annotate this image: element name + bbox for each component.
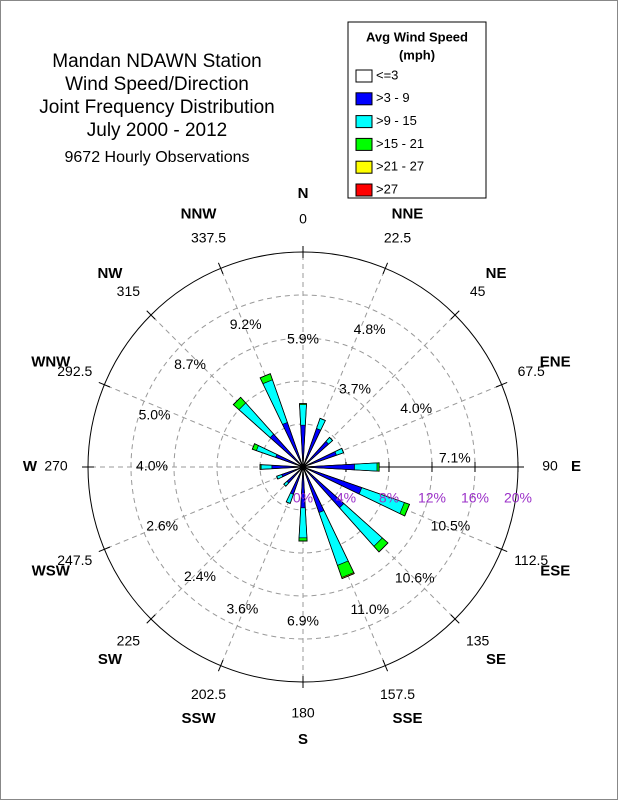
- frequency-label: 2.6%: [146, 517, 178, 533]
- legend-swatch: [355, 183, 373, 197]
- bar-segment: [298, 537, 308, 542]
- direction-label: WSW: [32, 562, 71, 579]
- r-tick-label: 12%: [418, 490, 446, 506]
- frequency-label: 4.8%: [354, 321, 386, 337]
- angle-label: 67.5: [518, 363, 545, 379]
- angle-label: 157.5: [380, 686, 415, 702]
- r-tick-label: 4%: [336, 490, 356, 506]
- legend-swatch: [355, 160, 373, 174]
- direction-label: WNW: [31, 353, 71, 370]
- bar-outline: [302, 466, 411, 517]
- angle-label: 112.5: [514, 552, 548, 568]
- chart-subtitle: 9672 Hourly Observations: [65, 149, 250, 166]
- legend-label: >15 - 21: [376, 136, 424, 151]
- direction-label: ENE: [540, 353, 571, 370]
- angle-label: 292.5: [57, 363, 92, 379]
- angle-label: 22.5: [384, 230, 411, 246]
- frequency-label: 8.7%: [174, 356, 206, 372]
- frequency-label: 10.5%: [431, 517, 471, 533]
- legend-label: >9 - 15: [376, 113, 417, 128]
- frequency-label: 5.9%: [287, 331, 319, 347]
- frequency-label: 4.0%: [136, 458, 168, 474]
- angle-label: 0: [299, 211, 307, 227]
- angle-label: 247.5: [57, 552, 92, 568]
- direction-label: NW: [97, 265, 123, 282]
- angle-label: 270: [44, 458, 68, 474]
- direction-label: SW: [98, 651, 123, 668]
- frequency-label: 3.6%: [226, 600, 258, 616]
- angle-label: 90: [542, 458, 558, 474]
- bar-outline: [302, 447, 345, 468]
- r-tick-label: 8%: [379, 490, 399, 506]
- bar-outline: [302, 466, 355, 580]
- legend-label: >3 - 9: [376, 90, 410, 105]
- legend-swatch: [355, 115, 373, 129]
- direction-label: ESE: [540, 562, 570, 579]
- bar-outline: [285, 466, 304, 505]
- direction-label: NE: [486, 265, 507, 282]
- legend-title: (mph): [399, 47, 435, 62]
- legend-label: >21 - 27: [376, 159, 424, 174]
- angle-label: 337.5: [191, 230, 226, 246]
- chart-title: Joint Frequency Distribution: [39, 97, 275, 118]
- legend-swatch: [355, 137, 373, 151]
- legend-swatch: [355, 92, 373, 106]
- legend-label: <=3: [376, 67, 398, 82]
- chart-title: Mandan NDAWN Station: [52, 51, 261, 72]
- chart-title: Wind Speed/Direction: [65, 74, 249, 95]
- bar-outline: [232, 396, 304, 468]
- chart-title: July 2000 - 2012: [87, 120, 228, 141]
- bar-outline: [302, 466, 389, 553]
- direction-label: SE: [486, 651, 506, 668]
- bar-outline: [299, 403, 307, 468]
- frequency-label: 7.1%: [439, 450, 471, 466]
- frequency-label: 11.0%: [350, 601, 389, 617]
- r-tick-label: 20%: [504, 490, 532, 506]
- direction-label: S: [298, 731, 308, 748]
- legend-swatch: [355, 69, 373, 83]
- frequency-label: 4.0%: [400, 400, 432, 416]
- angle-label: 135: [466, 632, 490, 648]
- frequency-label: 3.7%: [339, 381, 371, 397]
- direction-label: N: [298, 185, 309, 202]
- bar-outline: [259, 464, 304, 470]
- bar-outline: [251, 443, 304, 468]
- bar-outline: [302, 462, 380, 472]
- direction-label: NNW: [181, 206, 218, 223]
- frequency-label: 2.4%: [184, 568, 216, 584]
- legend-title: Avg Wind Speed: [366, 29, 468, 44]
- r-tick-label: 0%: [293, 490, 313, 506]
- bar-outline: [298, 466, 308, 542]
- legend-label: >27: [376, 181, 398, 196]
- bar-outline: [302, 436, 334, 468]
- angle-label: 45: [470, 283, 486, 299]
- bar-outline: [302, 417, 326, 468]
- direction-label: NNE: [392, 206, 424, 223]
- angle-label: 225: [117, 632, 141, 648]
- frequency-label: 9.2%: [230, 316, 262, 332]
- frequency-label: 10.6%: [395, 569, 435, 585]
- r-tick-label: 16%: [461, 490, 489, 506]
- bar-outline: [283, 466, 304, 487]
- angle-label: 315: [117, 283, 141, 299]
- angle-label: 180: [291, 705, 315, 721]
- frequency-label: 6.9%: [287, 613, 319, 629]
- direction-label: SSW: [181, 710, 216, 727]
- bar-outline: [259, 373, 304, 468]
- frequency-label: 5.0%: [139, 407, 171, 423]
- bar-outline: [276, 466, 304, 480]
- direction-label: E: [571, 458, 581, 475]
- direction-label: W: [23, 458, 38, 475]
- direction-label: SSE: [392, 710, 422, 727]
- angle-label: 202.5: [191, 686, 226, 702]
